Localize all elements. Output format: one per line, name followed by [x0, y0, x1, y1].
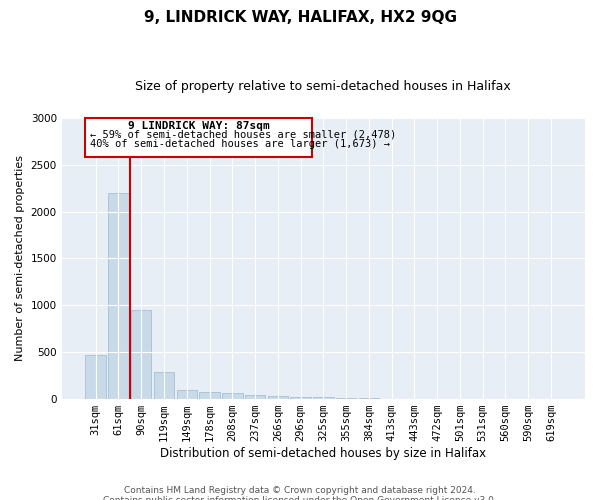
- Text: Contains public sector information licensed under the Open Government Licence v3: Contains public sector information licen…: [103, 496, 497, 500]
- Bar: [245, 396, 265, 399]
- Text: 40% of semi-detached houses are larger (1,673) →: 40% of semi-detached houses are larger (…: [90, 140, 390, 149]
- Y-axis label: Number of semi-detached properties: Number of semi-detached properties: [15, 156, 25, 362]
- Bar: [290, 396, 311, 399]
- Bar: [199, 392, 220, 399]
- Bar: [154, 372, 174, 399]
- Bar: [85, 355, 106, 399]
- Bar: [85, 118, 312, 157]
- X-axis label: Distribution of semi-detached houses by size in Halifax: Distribution of semi-detached houses by …: [160, 447, 487, 460]
- Text: 9 LINDRICK WAY: 87sqm: 9 LINDRICK WAY: 87sqm: [128, 120, 269, 130]
- Text: 9, LINDRICK WAY, HALIFAX, HX2 9QG: 9, LINDRICK WAY, HALIFAX, HX2 9QG: [143, 10, 457, 25]
- Bar: [222, 394, 242, 399]
- Bar: [336, 398, 356, 399]
- Title: Size of property relative to semi-detached houses in Halifax: Size of property relative to semi-detach…: [136, 80, 511, 93]
- Bar: [108, 193, 129, 399]
- Bar: [313, 397, 334, 399]
- Text: Contains HM Land Registry data © Crown copyright and database right 2024.: Contains HM Land Registry data © Crown c…: [124, 486, 476, 495]
- Bar: [176, 390, 197, 399]
- Text: ← 59% of semi-detached houses are smaller (2,478): ← 59% of semi-detached houses are smalle…: [90, 130, 396, 140]
- Bar: [359, 398, 379, 399]
- Bar: [131, 310, 151, 399]
- Bar: [268, 396, 288, 399]
